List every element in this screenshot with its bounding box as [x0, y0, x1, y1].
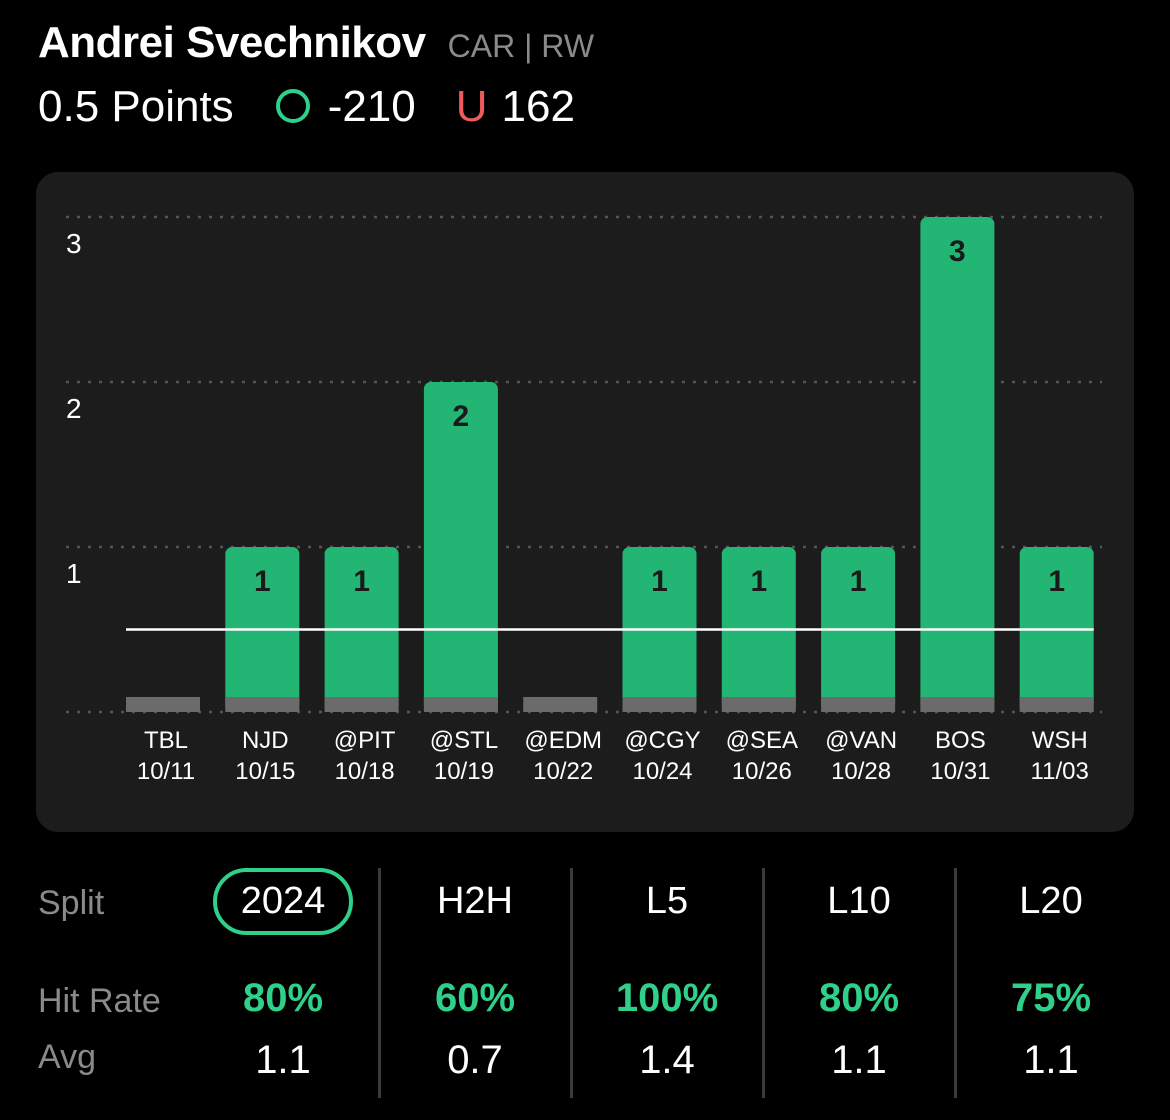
x-tick-date: 10/22 — [533, 758, 593, 785]
avg-h2h: 0.7 — [447, 1038, 503, 1082]
team-position: CAR | RW — [447, 28, 595, 64]
over-odds[interactable]: -210 — [327, 82, 416, 131]
x-tick-date: 10/28 — [831, 758, 891, 785]
hit-rate-h2h: 60% — [434, 976, 516, 1020]
x-tick-opponent: @EDM — [524, 727, 602, 754]
avg-l10: 1.1 — [831, 1038, 887, 1082]
x-tick-opponent: @VAN — [825, 727, 897, 754]
x-tick-opponent: @STL — [430, 727, 498, 754]
chart-svg: 1 2 3 TBL 10/11 1 NJD 10/15 1 @PIT 10/18 2 @STL 10/19… — [66, 215, 1102, 785]
player-header: Andrei Svechnikov CAR | RW 0.5 Points -2… — [38, 18, 1138, 132]
prop-line-row: 0.5 Points -210 U 162 — [38, 82, 1138, 132]
x-tick-date: 10/15 — [235, 758, 295, 785]
prop-line: 0.5 Points — [38, 82, 234, 131]
split-button-2024[interactable]: 2024 — [212, 868, 354, 935]
y-tick-label: 3 — [66, 228, 82, 259]
bar-value-label: 2 — [453, 400, 470, 433]
x-tick-date: 10/11 — [137, 758, 195, 785]
split-button-l20[interactable]: L20 — [1019, 880, 1083, 922]
hit-rate-l20: 75% — [1010, 976, 1092, 1020]
bar-base — [920, 697, 995, 712]
bar-base — [523, 697, 598, 712]
x-tick-opponent: NJD — [242, 727, 289, 754]
over-circle-icon[interactable] — [275, 89, 310, 123]
bar-value-label: 1 — [1048, 565, 1065, 598]
split-col-l10: L10 — [774, 868, 944, 935]
hit-rate-row-label: Hit Rate — [38, 982, 161, 1020]
y-tick-label: 1 — [66, 558, 82, 589]
y-tick-label: 2 — [66, 393, 82, 424]
avg-l20: 1.1 — [1023, 1038, 1079, 1082]
bar-base — [225, 697, 300, 712]
split-col-2024: 2024 — [198, 868, 368, 935]
bar-value-label: 1 — [353, 565, 370, 598]
hit-rate-2024: 80% — [242, 976, 324, 1020]
bar-base — [126, 697, 200, 712]
column-divider — [570, 868, 573, 1098]
avg-l5: 1.4 — [639, 1038, 695, 1082]
split-button-l5[interactable]: L5 — [645, 880, 689, 922]
bar-base — [721, 697, 796, 712]
x-tick-date: 11/03 — [1031, 758, 1089, 785]
x-tick-opponent: @CGY — [624, 727, 700, 754]
bar[interactable] — [920, 217, 995, 712]
column-divider — [378, 868, 381, 1098]
x-tick-date: 10/31 — [930, 758, 990, 785]
bar-base — [324, 697, 399, 712]
split-col-l20: L20 — [966, 868, 1136, 935]
x-tick-opponent: @SEA — [726, 727, 798, 754]
under-icon[interactable]: U — [455, 82, 488, 131]
bar-value-label: 1 — [850, 565, 867, 598]
split-col-l5: L5 — [582, 868, 752, 935]
bar-value-label: 1 — [750, 565, 767, 598]
hit-rate-l5: 100% — [615, 976, 719, 1020]
x-tick-opponent: BOS — [935, 727, 986, 754]
x-tick-date: 10/24 — [632, 758, 692, 785]
x-tick-date: 10/18 — [335, 758, 395, 785]
title-row: Andrei Svechnikov CAR | RW — [38, 18, 1138, 68]
under-odds[interactable]: 162 — [501, 82, 575, 131]
split-row-label: Split — [38, 884, 105, 922]
splits-table: Split Hit Rate Avg 2024 H2H L5 L10 L20 8… — [0, 858, 1170, 1120]
bar-base — [821, 697, 896, 712]
avg-row-label: Avg — [38, 1038, 96, 1076]
x-tick-date: 10/19 — [434, 758, 494, 785]
bar-value-label: 1 — [651, 565, 668, 598]
x-tick-opponent: @PIT — [334, 727, 396, 754]
bar-value-label: 1 — [254, 565, 271, 598]
player-name: Andrei Svechnikov — [38, 18, 426, 67]
bar-base — [622, 697, 697, 712]
column-divider — [762, 868, 765, 1098]
hit-rate-l10: 80% — [818, 976, 900, 1020]
split-col-h2h: H2H — [390, 868, 560, 935]
bar-value-label: 3 — [949, 235, 966, 268]
x-tick-opponent: TBL — [144, 727, 188, 754]
x-tick-date: 10/26 — [732, 758, 792, 785]
x-tick-opponent: WSH — [1032, 727, 1088, 754]
bar-base — [423, 697, 498, 712]
split-button-l10[interactable]: L10 — [827, 880, 891, 922]
bar-base — [1019, 697, 1094, 712]
split-button-h2h[interactable]: H2H — [436, 880, 514, 922]
column-divider — [954, 868, 957, 1098]
avg-2024: 1.1 — [255, 1038, 311, 1082]
game-log-chart: 1 2 3 TBL 10/11 1 NJD 10/15 1 @PIT 10/18 2 @STL 10/19… — [36, 172, 1134, 832]
